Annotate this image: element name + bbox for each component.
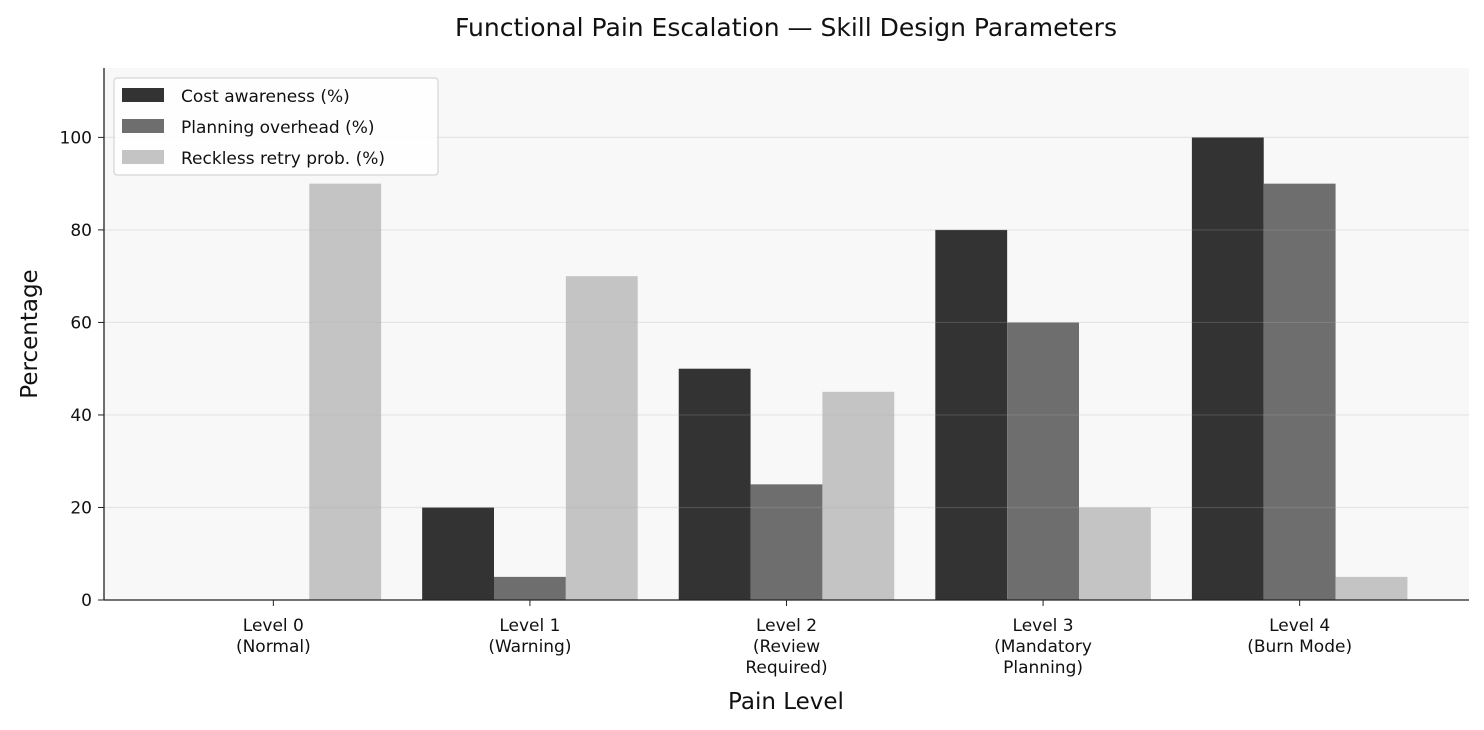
bar-2-0	[309, 183, 382, 601]
y-tick-label: 80	[70, 221, 92, 241]
legend-label: Cost awareness (%)	[181, 87, 350, 107]
legend-label: Planning overhead (%)	[181, 118, 375, 138]
y-tick-label: 40	[70, 406, 92, 426]
bar-1-3	[1007, 322, 1079, 600]
bar-2-1	[565, 276, 638, 600]
x-tick-label: Planning)	[1003, 658, 1083, 678]
x-tick-label: (Warning)	[488, 637, 571, 657]
y-axis-label: Percentage	[17, 269, 43, 398]
bar-1-4	[1263, 183, 1336, 601]
y-tick-label: 0	[81, 591, 92, 611]
legend-swatch	[122, 150, 164, 164]
x-tick-label: Required)	[745, 658, 827, 678]
bar-0-1	[422, 507, 494, 600]
legend-swatch	[122, 119, 164, 133]
legend-swatch	[122, 88, 164, 102]
bar-2-3	[1079, 507, 1151, 600]
x-tick-label: Level 0	[243, 616, 304, 636]
bar-0-2	[678, 368, 751, 600]
bar-1-1	[494, 576, 566, 600]
y-tick-label: 100	[60, 128, 92, 148]
bar-0-4	[1191, 137, 1264, 601]
x-axis-label: Pain Level	[728, 689, 844, 715]
y-tick-label: 60	[70, 313, 92, 333]
x-tick-label: Level 2	[756, 616, 817, 636]
bar-0-3	[935, 229, 1008, 601]
y-tick-label: 20	[70, 498, 92, 518]
bar-1-2	[750, 484, 823, 600]
x-tick-label: (Burn Mode)	[1247, 637, 1352, 657]
chart-title: Functional Pain Escalation — Skill Desig…	[455, 13, 1117, 42]
x-tick-label: Level 4	[1269, 616, 1330, 636]
x-tick-label: (Mandatory	[994, 637, 1092, 657]
x-tick-label: (Normal)	[236, 637, 311, 657]
x-tick-label: Level 3	[1013, 616, 1074, 636]
bar-2-4	[1335, 576, 1408, 600]
x-tick-label: Level 1	[499, 616, 560, 636]
legend: Cost awareness (%) Planning overhead (%) R…	[113, 77, 439, 176]
legend-label: Reckless retry prob. (%)	[181, 149, 385, 169]
x-tick-label: (Review	[753, 637, 820, 657]
bar-2-2	[822, 391, 895, 600]
legend-frame	[113, 77, 439, 176]
